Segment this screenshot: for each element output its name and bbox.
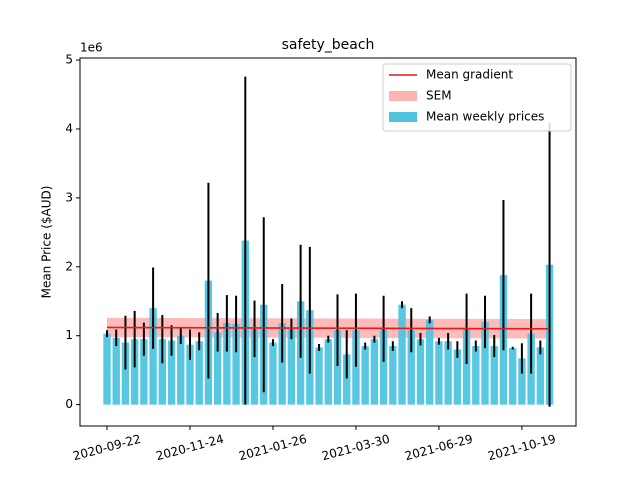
bar: [407, 330, 415, 405]
bar: [315, 347, 323, 405]
legend-label: SEM: [426, 89, 452, 103]
legend-box: [382, 63, 572, 132]
bar: [177, 335, 185, 405]
bar: [130, 339, 139, 405]
y-offset-label: 1e6: [80, 41, 103, 55]
legend-label: Mean weekly prices: [426, 110, 544, 124]
bar: [389, 346, 397, 405]
bar: [149, 308, 157, 405]
bar: [343, 354, 351, 405]
bar: [158, 339, 167, 405]
bar: [370, 339, 379, 405]
mean-line: [106, 326, 550, 330]
bar: [462, 328, 471, 405]
y-tick-label: 4: [65, 121, 73, 135]
bar: [453, 349, 462, 405]
bar: [324, 339, 332, 405]
bar: [361, 346, 369, 405]
bar: [352, 330, 360, 405]
bar: [490, 346, 498, 405]
bar: [186, 344, 194, 405]
bar: [333, 330, 342, 405]
plot-frame: [79, 57, 577, 427]
bar: [379, 328, 388, 405]
legend-patch: [389, 112, 417, 122]
bar: [232, 324, 240, 405]
bar: [103, 333, 111, 405]
bar: [250, 328, 259, 405]
bar: [269, 342, 277, 405]
bar: [518, 358, 526, 405]
y-tick-label: 1: [65, 328, 73, 342]
bar: [444, 341, 452, 405]
bar: [140, 339, 148, 405]
bar: [223, 323, 231, 405]
y-axis-label: Mean Price ($AUD): [40, 186, 54, 299]
bar: [398, 304, 406, 405]
legend-label: Mean gradient: [426, 68, 513, 82]
legend-patch: [389, 91, 417, 101]
bar: [195, 341, 203, 405]
y-tick-label: 3: [65, 190, 73, 204]
bar: [213, 332, 222, 405]
bar: [426, 319, 434, 405]
bar: [416, 339, 425, 405]
bar: [112, 337, 120, 405]
chart-title: safety_beach: [282, 37, 375, 53]
bar: [472, 346, 480, 405]
bar: [508, 348, 517, 405]
y-tick-label: 2: [65, 259, 73, 273]
bar: [481, 321, 489, 405]
bar: [287, 328, 296, 405]
bar: [435, 341, 443, 405]
bar: [536, 347, 545, 405]
bar: [121, 342, 130, 405]
bar: [278, 323, 286, 405]
y-tick-label: 5: [65, 53, 73, 67]
bar: [167, 340, 176, 405]
y-tick-label: 0: [65, 397, 73, 411]
